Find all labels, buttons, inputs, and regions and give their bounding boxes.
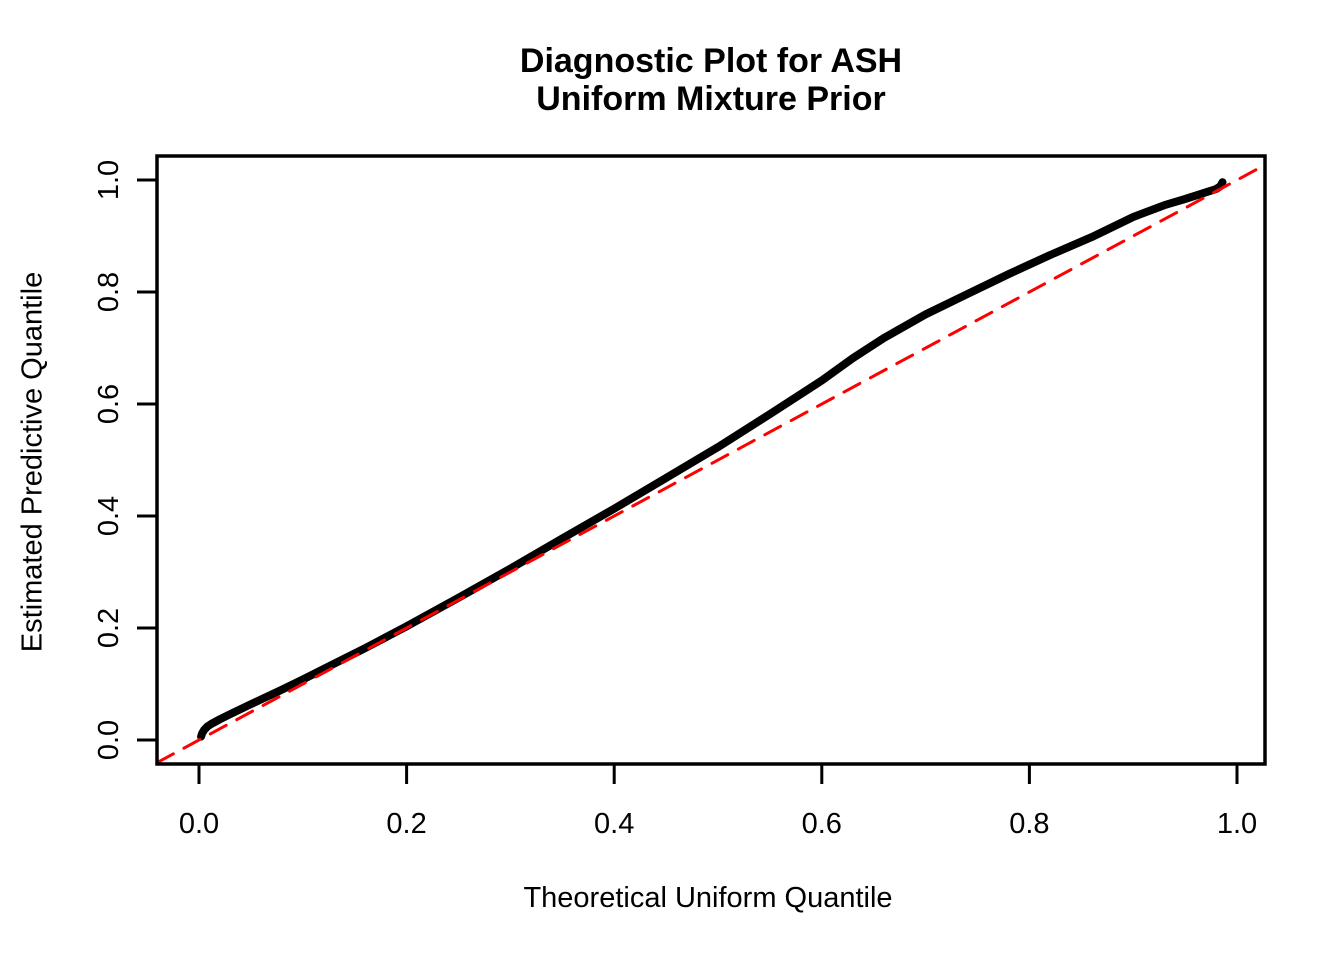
reference-diagonal-y-equals-x — [156, 163, 1267, 764]
plot-box — [155, 154, 1267, 766]
y-tick-label: 0.2 — [93, 608, 125, 648]
x-tick-label: 0.2 — [386, 808, 426, 840]
y-axis-label: Estimated Predictive Quantile — [16, 271, 49, 653]
chart-title: Diagnostic Plot for ASH Uniform Mixture … — [520, 42, 902, 118]
y-tick-label: 1.0 — [93, 160, 125, 200]
x-tick-label: 0.6 — [802, 808, 842, 840]
y-tick-label: 0.6 — [93, 384, 125, 424]
y-tick-label: 0.4 — [93, 496, 125, 536]
x-axis-label: Theoretical Uniform Quantile — [523, 882, 893, 914]
x-tick-label: 0.0 — [179, 808, 219, 840]
y-tick-label: 0.8 — [93, 272, 125, 312]
x-tick-label: 0.8 — [1009, 808, 1049, 840]
y-tick-label: 0.0 — [93, 720, 125, 760]
x-tick-label: 0.4 — [594, 808, 634, 840]
estimated-predictive-quantile-curve — [197, 178, 1227, 741]
chart-title-line2: Uniform Mixture Prior — [536, 80, 886, 118]
chart-title-line1: Diagnostic Plot for ASH — [519, 42, 903, 80]
x-tick-label: 1.0 — [1217, 808, 1257, 840]
